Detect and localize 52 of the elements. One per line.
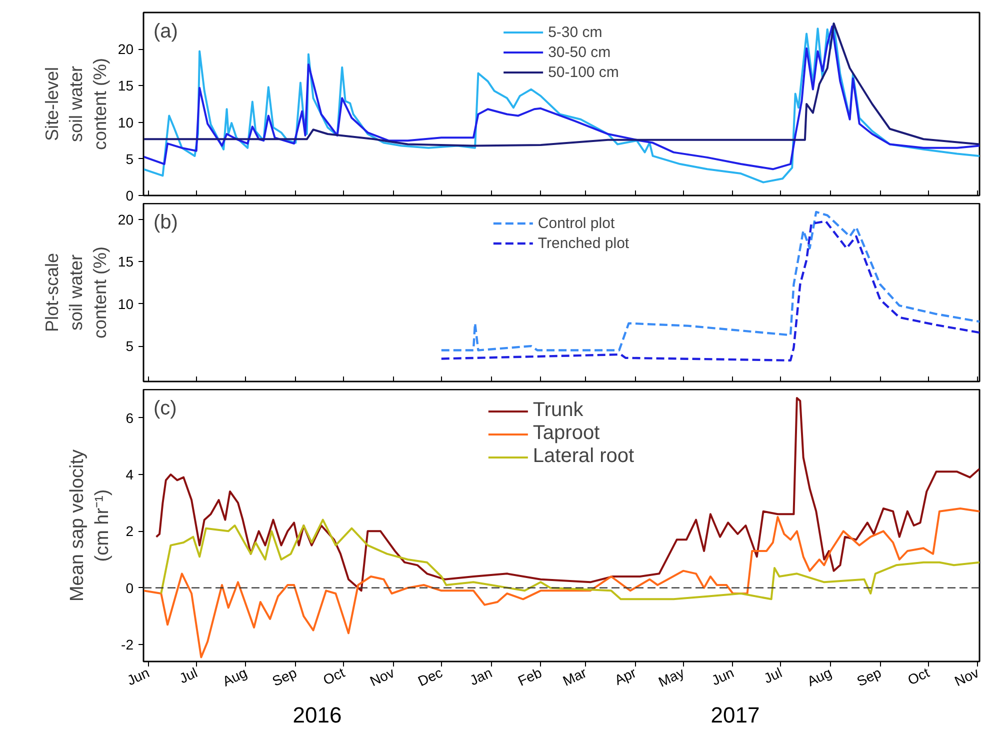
y-tick-label: 0 xyxy=(126,188,134,204)
y-tick-label: 5 xyxy=(126,150,134,167)
y-tick-label: 2 xyxy=(126,523,134,540)
x-tick-label: Nov xyxy=(367,664,397,690)
y-tick-label: 6 xyxy=(126,410,134,426)
annotation: (a) xyxy=(154,20,178,42)
x-tick-label: Jun xyxy=(124,664,152,688)
x-tick-label: Jul xyxy=(176,664,200,686)
y-axis-title: Mean sap velocity (cm hr⁻¹) xyxy=(66,448,114,602)
y-tick-label: 15 xyxy=(118,78,134,94)
annotation: (c) xyxy=(154,398,177,420)
y-tick-label: 0 xyxy=(126,580,134,596)
x-tick-label: Aug xyxy=(804,664,834,690)
x-tick-label: Jan xyxy=(467,664,494,688)
x-tick-label: Dec xyxy=(415,664,445,690)
x-tick-label: May xyxy=(656,664,687,690)
y-axis-title: Site-level soil water content (%) xyxy=(42,58,110,150)
y-tick-label: 15 xyxy=(118,254,134,270)
y-tick-label: 5 xyxy=(126,338,134,354)
legend-label: Trunk xyxy=(532,399,584,422)
legend-label: Trenched plot xyxy=(538,234,630,252)
annotation: (b) xyxy=(154,212,178,234)
y-tick-label: 20 xyxy=(118,41,134,58)
line-series xyxy=(155,397,980,592)
legend-label: 30-50 cm xyxy=(548,43,611,61)
x-tick-label: Nov xyxy=(952,664,981,690)
x-tick-label: Feb xyxy=(515,664,544,689)
line-series xyxy=(144,22,980,147)
y-tick-label: 10 xyxy=(118,114,134,130)
x-tick-label: Sep xyxy=(270,664,300,690)
legend-label: Taproot xyxy=(532,422,600,445)
x-tick-label: Sep xyxy=(854,664,884,690)
x-tick-label: Mar xyxy=(560,664,590,689)
text: 2016 xyxy=(292,702,342,728)
y-axis-title: Plot-scale soil water content (%) xyxy=(42,246,110,339)
x-tick-label: Aug xyxy=(220,664,250,690)
x-tick-label: Oct xyxy=(320,664,348,688)
x-tick-label: Jul xyxy=(761,664,784,686)
legend-label: 50-100 cm xyxy=(548,63,619,81)
x-tick-label: Apr xyxy=(612,664,639,688)
y-tick-label: 4 xyxy=(126,466,134,482)
text: 2017 xyxy=(710,702,760,728)
legend-label: 5-30 cm xyxy=(548,23,602,41)
x-tick-label: Jun xyxy=(709,664,736,688)
y-tick-label: 20 xyxy=(118,212,134,228)
legend-label: Lateral root xyxy=(532,445,634,468)
line-series xyxy=(144,508,980,658)
line-series xyxy=(160,518,980,600)
x-tick-label: Oct xyxy=(905,664,932,688)
legend-label: Control plot xyxy=(538,214,615,232)
y-tick-label: -2 xyxy=(121,636,134,652)
y-tick-label: 10 xyxy=(118,296,134,312)
